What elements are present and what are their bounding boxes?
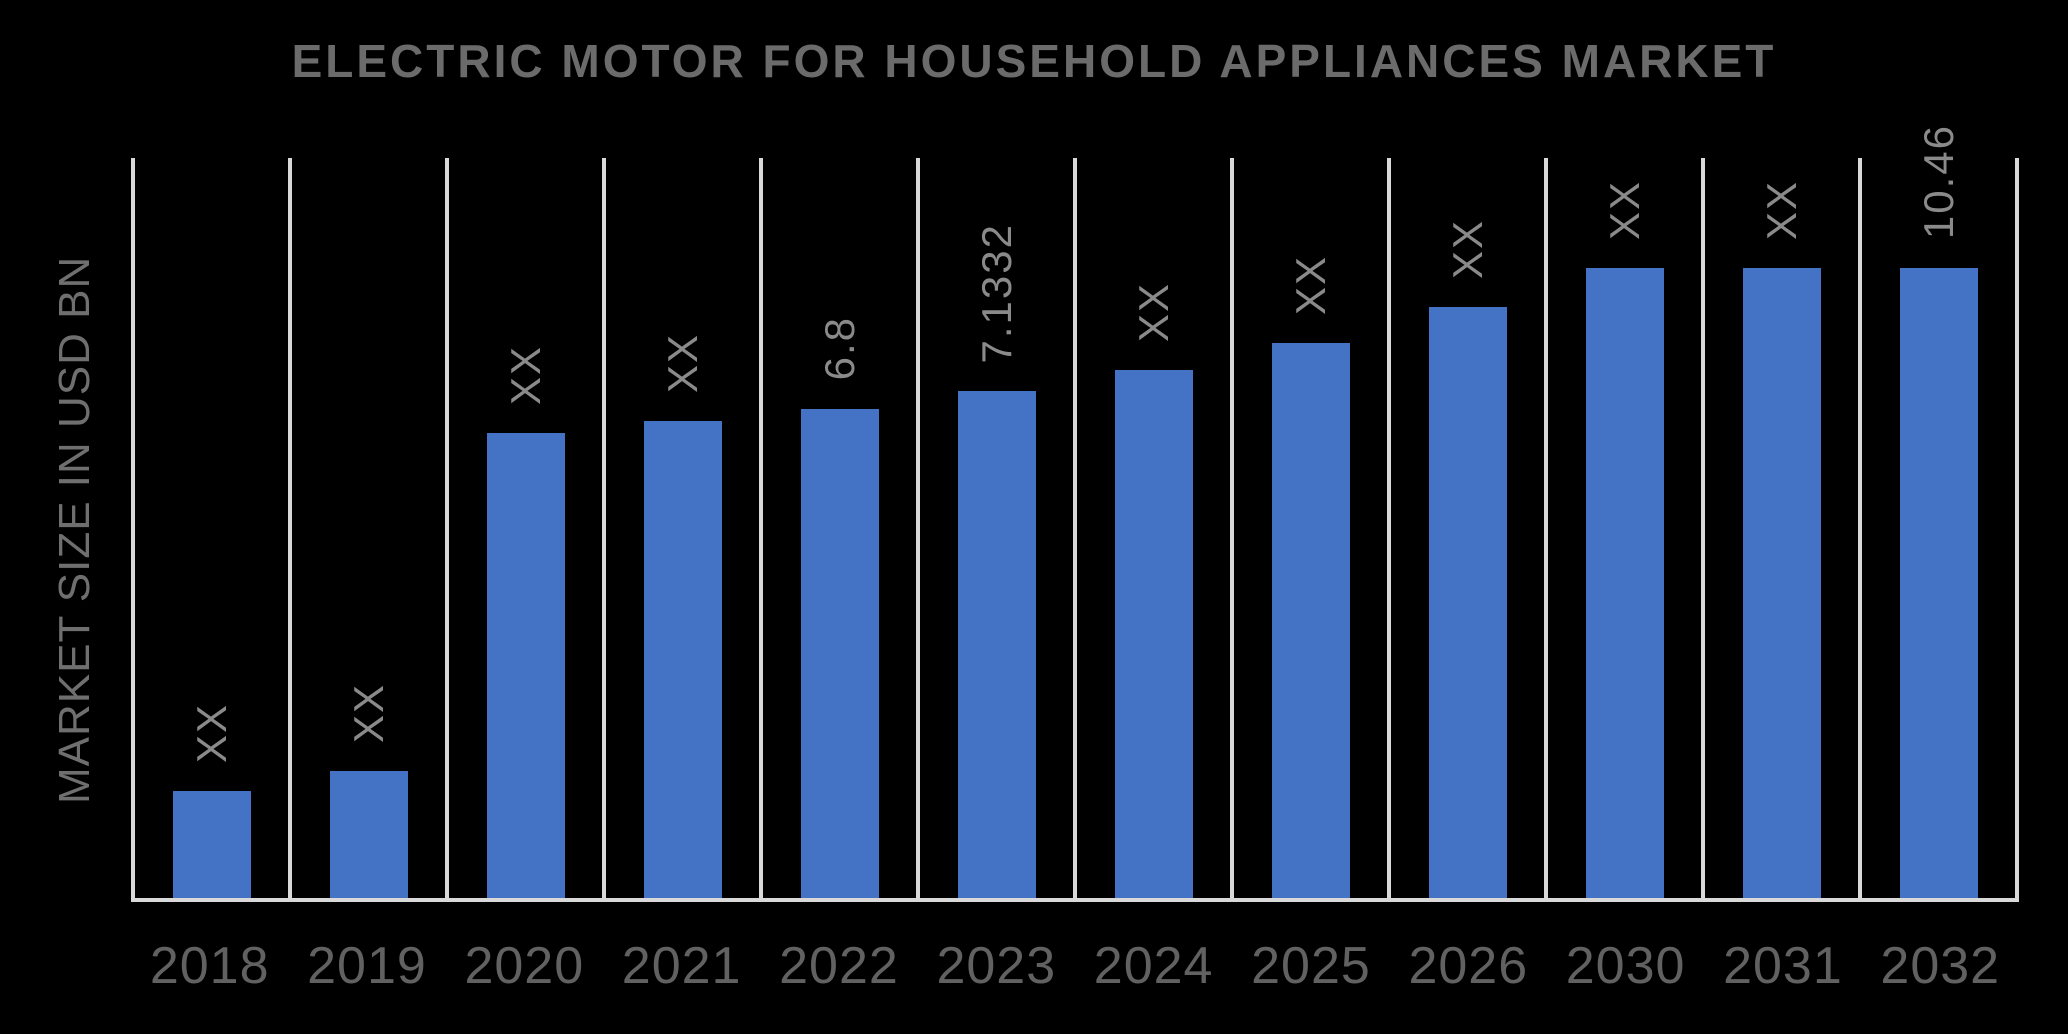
x-axis-label-2031: 2031	[1723, 937, 1843, 995]
plot-column-2032: 10.46	[1858, 124, 2015, 898]
x-axis-label-2024: 2024	[1093, 937, 1214, 995]
x-axis-label-2025: 2025	[1251, 937, 1371, 995]
plot-column-2030: XX	[1544, 158, 1701, 898]
bar-value-label-2023: 7.1332	[972, 222, 1020, 364]
x-axis-label-2026: 2026	[1408, 937, 1529, 995]
plot-column-2024: XX	[1073, 158, 1230, 898]
bar-value-label-2022: 6.8	[815, 316, 863, 381]
bar-value-label-2026: XX	[1443, 219, 1491, 280]
plot-column-2025: XX	[1230, 158, 1387, 898]
x-axis-label-2020: 2020	[464, 937, 585, 995]
x-axis-label-2021: 2021	[621, 937, 742, 995]
bar-2021	[643, 421, 722, 898]
plot-column-2026: XX	[1387, 158, 1544, 898]
bar-value-label-2030: XX	[1600, 179, 1648, 240]
bar-2018	[172, 790, 251, 898]
x-axis-label-2032: 2032	[1880, 937, 2001, 995]
plot-column-2023: 7.1332	[916, 158, 1073, 898]
bar-2024	[1114, 369, 1193, 898]
plot-column-2031: XX	[1701, 158, 1858, 898]
bar-2019	[329, 770, 408, 898]
plot-column-2021: XX	[602, 158, 759, 898]
bar-2023	[957, 391, 1036, 898]
bar-value-label-2020: XX	[501, 344, 549, 405]
bar-value-label-2018: XX	[187, 702, 235, 763]
x-axis-label-2023: 2023	[936, 937, 1057, 995]
bar-2020	[486, 432, 565, 898]
plot-column-2022: 6.8	[759, 158, 916, 898]
x-axis-label-2022: 2022	[779, 937, 899, 995]
bar-value-label-2024: XX	[1129, 281, 1177, 342]
y-axis-label: MARKET SIZE IN USD BN	[50, 255, 99, 805]
x-axis-label-2018: 2018	[149, 937, 270, 995]
bar-value-label-2025: XX	[1286, 254, 1334, 315]
plot-column-2019: XX	[288, 158, 445, 898]
plot-area: XX XX XX XX 6.8 7.1332 XX XX XX XX XX 10.46	[131, 124, 2019, 902]
bar-2030	[1585, 267, 1664, 898]
bar-2022	[800, 408, 879, 898]
x-axis-label-2019: 2019	[307, 937, 427, 995]
x-axis-label-2030: 2030	[1565, 937, 1686, 995]
bar-2025	[1271, 343, 1350, 898]
bar-value-label-2031: XX	[1757, 179, 1805, 240]
chart-title: ELECTRIC MOTOR FOR HOUSEHOLD APPLIANCES …	[291, 35, 1777, 87]
bar-value-label-2021: XX	[658, 333, 706, 394]
bar-value-label-2019: XX	[344, 682, 392, 743]
bar-2031	[1742, 267, 1821, 898]
x-axis-labels: 2018 2019 2020 2021 2022 2023 2024 2025 2026 2030…	[131, 936, 2019, 996]
bar-2026	[1428, 307, 1507, 898]
plot-column-2018: XX	[131, 158, 288, 898]
bar-2032	[1899, 267, 1978, 898]
bar-value-label-2032: 10.46	[1914, 124, 1962, 240]
plot-column-2020: XX	[445, 158, 602, 898]
